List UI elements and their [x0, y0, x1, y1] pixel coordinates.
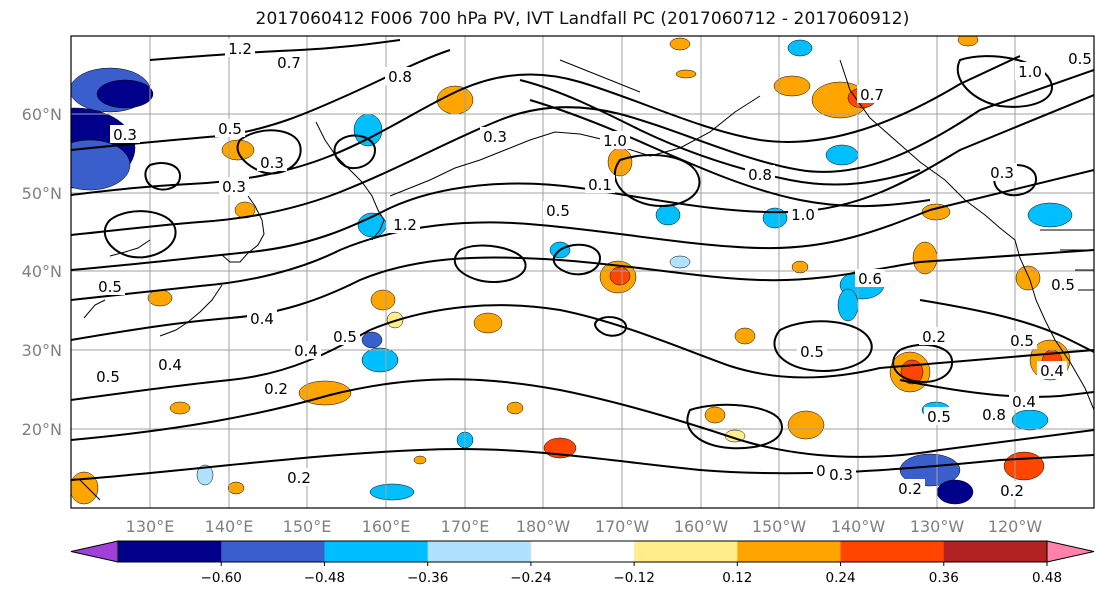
map-title: 2017060412 F006 700 hPa PV, IVT Landfall…: [255, 9, 910, 29]
lat-label: 60°N: [22, 105, 62, 124]
contour-label: 0.2: [1000, 482, 1024, 500]
contour-label: 0.4: [294, 342, 318, 360]
colorbar-segment: [427, 541, 532, 562]
contour-label: 0.5: [927, 408, 951, 426]
contour-label: 0.4: [250, 310, 274, 328]
coastline-japan: [79, 195, 265, 501]
contour-label: 0.1: [588, 176, 612, 194]
contour-label: 0.3: [990, 164, 1014, 182]
lon-label: 150°W: [752, 517, 807, 536]
contour-label: 0.3: [260, 154, 284, 172]
contour-label: 0.2: [922, 328, 946, 346]
colorbar-segment: [530, 541, 635, 562]
lat-label: 40°N: [22, 262, 62, 281]
lon-label: 170°E: [441, 517, 490, 536]
colorbar: −0.60 −0.48 −0.36 −0.24 −0.12 0.12 0.24 0.36 0.4…: [70, 540, 1095, 586]
colorbar-min-extension: [70, 540, 119, 563]
contour-label: 0.2: [264, 380, 288, 398]
pv-shading: [71, 36, 1073, 505]
border-usa-canada: [1040, 229, 1094, 291]
lat-label: 50°N: [22, 184, 62, 203]
contour-label: 0.3: [829, 466, 853, 484]
contour-label: 0.8: [388, 68, 412, 86]
contour-label: 0.2: [287, 469, 311, 487]
coastline-usa: [1014, 239, 1094, 411]
contour-label: 0.7: [277, 54, 301, 72]
contour-label: 0.6: [858, 270, 882, 288]
lon-label: 150°E: [283, 517, 332, 536]
contour-label: 0.5: [98, 278, 122, 296]
colorbar-tick-label: 0.48: [1032, 570, 1062, 586]
contour-label: 0.5: [333, 328, 357, 346]
colorbar-tick-label: −0.24: [510, 570, 551, 586]
lon-label: 160°E: [362, 517, 411, 536]
lon-label: 180°W: [516, 517, 571, 536]
lat-label: 30°N: [22, 341, 62, 360]
contour-label: 1.0: [603, 132, 627, 150]
contour-label: 0.5: [1010, 332, 1034, 350]
lon-label: 130°E: [126, 517, 175, 536]
contour-label: 1.0: [1018, 63, 1042, 81]
colorbar-tick-label: −0.36: [407, 570, 448, 586]
contour-label: 0.5: [546, 202, 570, 220]
map-border: [70, 35, 1095, 509]
contour-label: 0.8: [982, 406, 1006, 424]
colorbar-segment: [943, 541, 1048, 562]
colorbar-tick-label: −0.60: [201, 570, 242, 586]
contour-label: 0.3: [113, 126, 137, 144]
contour-label: 0.4: [1012, 393, 1036, 411]
colorbar-segment: [221, 541, 325, 562]
lon-label: 120°W: [988, 517, 1043, 536]
contour-label: 0.5: [800, 343, 824, 361]
latitude-axis: 60°N 50°N 40°N 30°N 20°N: [22, 105, 62, 439]
lat-label: 20°N: [22, 420, 62, 439]
colorbar-segment: [737, 541, 842, 562]
contour-label: 0.4: [158, 356, 182, 374]
contour-label: 0.7: [860, 86, 884, 104]
contour-label: 0.5: [1051, 276, 1075, 294]
map-panel: 1.2 0.7 0.8 0.5 0.3 0.3 0.3 0.5 1.0 0.3 0.8 1.2 0.5 0…: [70, 35, 1095, 509]
lon-label: 170°W: [595, 517, 650, 536]
coastline-alaska: [559, 59, 1016, 241]
lon-label: 140°E: [205, 517, 254, 536]
contour-label: 0.8: [748, 166, 772, 184]
contour-label: 1.0: [791, 206, 815, 224]
contour-label: 0.3: [222, 178, 246, 196]
contour-label: 0.3: [483, 128, 507, 146]
lon-label: 140°W: [831, 517, 886, 536]
colorbar-max-extension: [1046, 540, 1095, 563]
coastlines: [79, 59, 1094, 501]
colorbar-tick-label: 0.36: [929, 570, 959, 586]
coastline-aleutians: [389, 95, 761, 197]
lon-label: 160°W: [674, 517, 729, 536]
contour-label: 0.4: [1040, 362, 1064, 380]
lon-label: 130°W: [910, 517, 965, 536]
colorbar-segment: [840, 541, 945, 562]
colorbar-tick-label: −0.12: [613, 570, 654, 586]
coastline-kamchatka: [315, 121, 385, 241]
colorbar-segment: [118, 541, 222, 562]
contour-label: 1.2: [393, 216, 417, 234]
contour-label: 0.2: [898, 480, 922, 498]
contour-label: 0.5: [218, 120, 242, 138]
colorbar-segment: [634, 541, 738, 562]
colorbar-tick-label: 0.12: [722, 570, 752, 586]
colorbar-segment: [324, 541, 429, 562]
contour-label: 0.5: [96, 368, 120, 386]
contour-label: 0.5: [1068, 50, 1092, 68]
colorbar-tick-label: −0.48: [304, 570, 345, 586]
longitude-axis: 130°E 140°E 150°E 160°E 170°E 180°W 170°W 160°W…: [126, 517, 1043, 536]
colorbar-tick-label: 0.24: [826, 570, 856, 586]
contour-labels: 1.2 0.7 0.8 0.5 0.3 0.3 0.3 0.5 1.0 0.3 0.8 1.2 0.5 0…: [93, 39, 1094, 500]
contour-label: 1.2: [228, 40, 252, 58]
